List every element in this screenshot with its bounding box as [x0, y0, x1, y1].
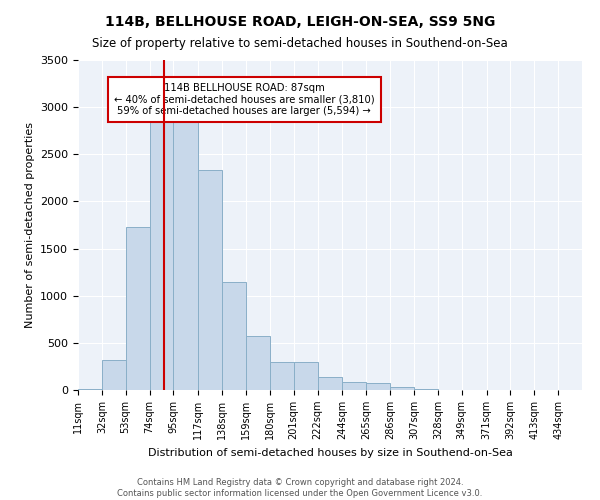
Bar: [173, 107, 199, 390]
Text: Contains HM Land Registry data © Crown copyright and database right 2024.
Contai: Contains HM Land Registry data © Crown c…: [118, 478, 482, 498]
X-axis label: Distribution of semi-detached houses by size in Southend-on-Sea: Distribution of semi-detached houses by …: [148, 448, 512, 458]
Bar: [125, 227, 149, 390]
Bar: [270, 362, 293, 390]
Text: 114B, BELLHOUSE ROAD, LEIGH-ON-SEA, SS9 5NG: 114B, BELLHOUSE ROAD, LEIGH-ON-SEA, SS9 …: [105, 15, 495, 29]
Text: Size of property relative to semi-detached houses in Southend-on-Sea: Size of property relative to semi-detach…: [92, 38, 508, 51]
Bar: [317, 377, 343, 390]
Bar: [390, 386, 414, 390]
Bar: [414, 389, 438, 390]
Bar: [199, 170, 222, 390]
Bar: [367, 383, 390, 390]
Bar: [246, 336, 270, 390]
Bar: [293, 362, 317, 390]
Bar: [78, 389, 102, 390]
Y-axis label: Number of semi-detached properties: Number of semi-detached properties: [25, 122, 35, 328]
Bar: [102, 360, 125, 390]
Bar: [222, 282, 246, 390]
Bar: [149, 111, 173, 390]
Text: 114B BELLHOUSE ROAD: 87sqm
← 40% of semi-detached houses are smaller (3,810)
59%: 114B BELLHOUSE ROAD: 87sqm ← 40% of semi…: [114, 83, 374, 116]
Bar: [343, 382, 367, 390]
